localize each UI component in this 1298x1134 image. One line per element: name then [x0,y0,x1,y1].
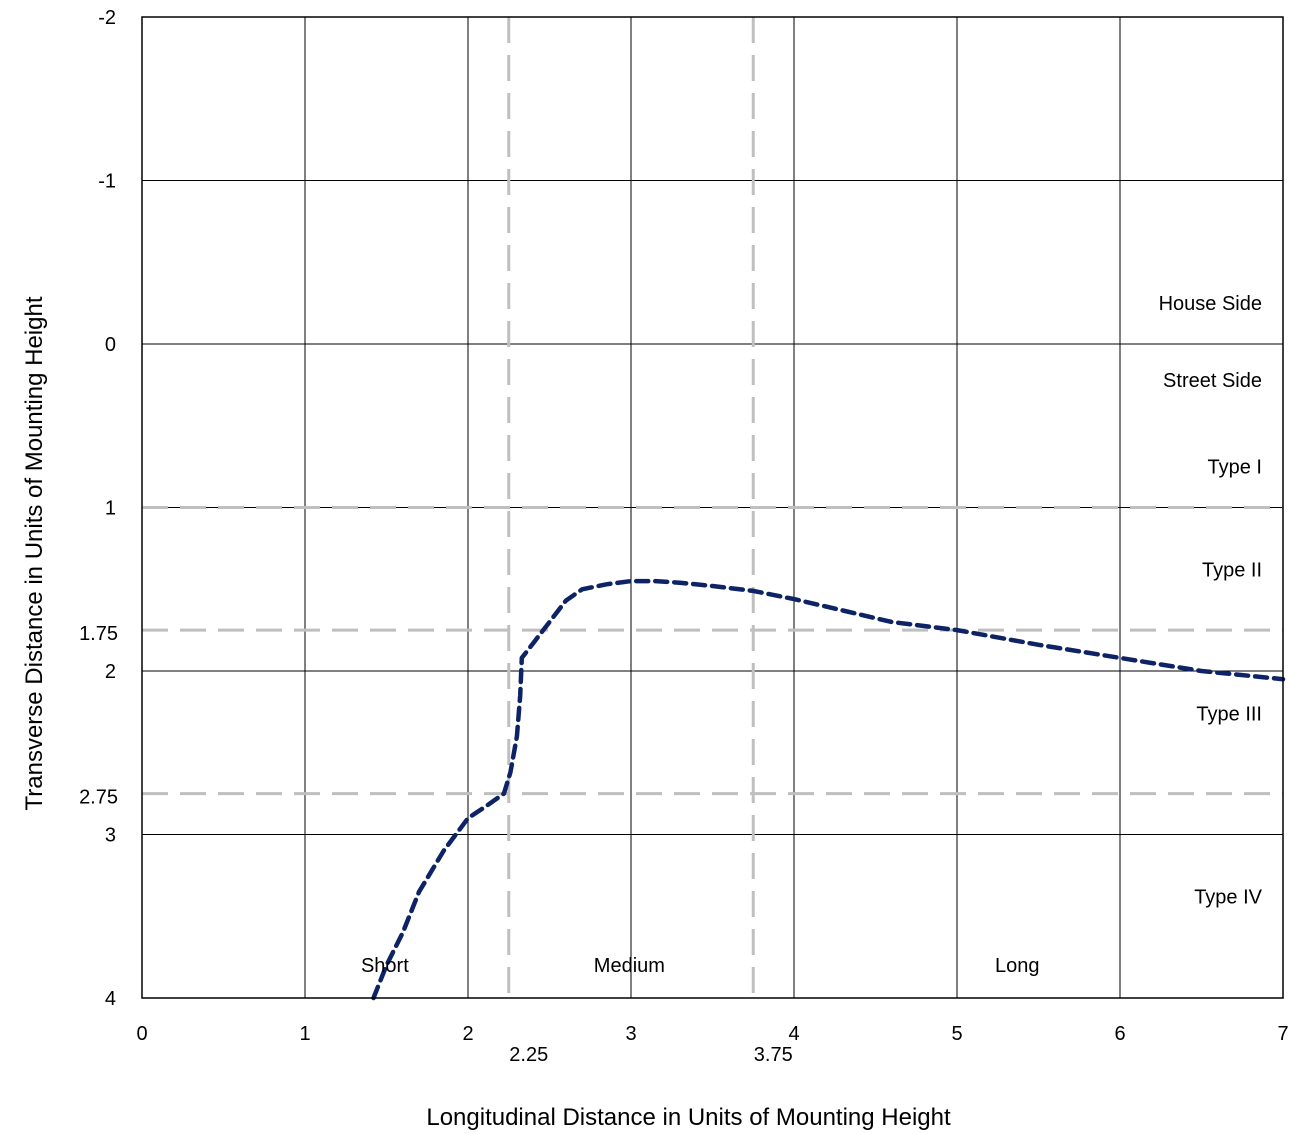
x-tick-label: 2 [462,1023,473,1045]
x-tick-label: 1 [299,1023,310,1045]
reference-lines [142,17,1283,998]
y-tick-label: -2 [98,7,116,29]
x-tick-labels: 0 1 2 3 4 5 6 7 2.25 3.75 [136,1023,1288,1066]
y-tick-label: -1 [98,171,116,193]
zone-label-longitudinal: Long [995,955,1040,977]
x-tick-label: 3 [625,1023,636,1045]
y-tick-labels: -2 -1 0 1 2 3 4 1.75 2.75 [79,7,118,1010]
x-tick-label: 0 [136,1023,147,1045]
y-tick-label: 1 [105,498,116,520]
zone-label-lateral: Type IV [1194,887,1262,909]
x-tick-label: 7 [1277,1023,1288,1045]
y-tick-label-extra: 1.75 [79,623,118,645]
y-tick-label: 0 [105,334,116,356]
zone-labels: House Side Street Side Type I Type II Type I… [361,293,1263,977]
y-tick-label: 4 [105,988,116,1010]
zone-label-lateral: House Side [1159,293,1262,315]
x-tick-label: 4 [788,1023,799,1045]
y-tick-label-extra: 2.75 [79,787,118,809]
zone-label-lateral: Type II [1202,560,1262,582]
x-tick-label-extra: 2.25 [509,1044,548,1066]
y-tick-label: 2 [105,661,116,683]
x-tick-label-extra: 3.75 [754,1044,793,1066]
series-line [371,578,1286,1001]
zone-label-longitudinal: Medium [594,955,665,977]
y-axis-title: Transverse Distance in Units of Mounting… [21,296,48,810]
zone-label-lateral: Type I [1208,457,1262,479]
x-tick-label: 5 [951,1023,962,1045]
series-layer [371,578,1286,1001]
zone-label-longitudinal: Short [361,955,409,977]
y-tick-label: 3 [105,825,116,847]
zone-label-lateral: Street Side [1163,370,1262,392]
x-axis-title: Longitudinal Distance in Units of Mounti… [426,1104,951,1131]
plot-frame [141,16,1284,999]
x-tick-label: 6 [1114,1023,1125,1045]
zone-label-lateral: Type III [1196,704,1262,726]
